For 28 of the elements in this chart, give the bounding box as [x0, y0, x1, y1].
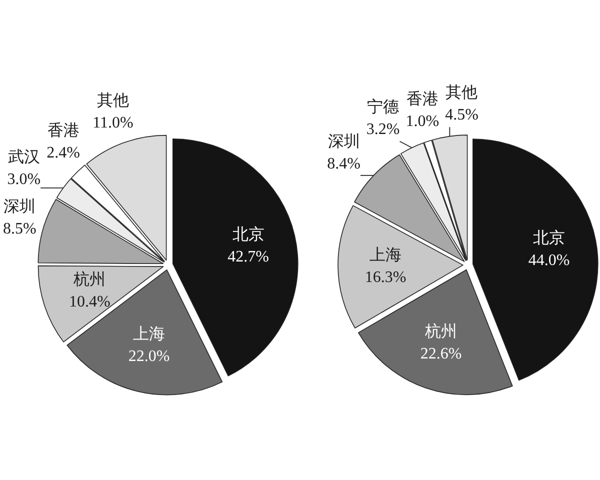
- slice-label: 其他: [446, 84, 478, 102]
- data-label: 44.0%: [528, 252, 570, 270]
- data-label: 16.3%: [364, 268, 406, 286]
- data-label: 22.6%: [420, 345, 462, 362]
- data-label: 4.5%: [445, 106, 478, 124]
- data-label: 8.4%: [327, 156, 360, 173]
- slice-label: 武汉: [8, 148, 40, 166]
- slice-label: 上海: [370, 246, 402, 264]
- slice-label: 香港: [47, 122, 80, 140]
- data-label: 22.0%: [128, 348, 170, 365]
- slice-label: 宁德: [367, 98, 400, 116]
- data-label: 2.4%: [46, 144, 80, 162]
- slice-label: 深圳: [4, 198, 36, 216]
- slice-label: 杭州: [72, 270, 106, 288]
- slice-label: 北京: [232, 226, 264, 244]
- data-label: 11.0%: [92, 114, 134, 132]
- slice-label: 香港: [406, 90, 438, 108]
- data-label: 42.7%: [228, 248, 270, 266]
- slice-label: 深圳: [328, 132, 360, 151]
- data-label: 8.5%: [3, 220, 36, 238]
- data-label: 10.4%: [69, 293, 110, 310]
- slice-label: 北京: [533, 229, 566, 248]
- slice-label: 其他: [96, 92, 129, 110]
- slice-label: 上海: [132, 324, 165, 343]
- data-label: 1.0%: [406, 112, 440, 130]
- data-label: 3.2%: [366, 120, 400, 138]
- data-label: 3.0%: [7, 171, 41, 188]
- slice-label: 杭州: [424, 322, 458, 340]
